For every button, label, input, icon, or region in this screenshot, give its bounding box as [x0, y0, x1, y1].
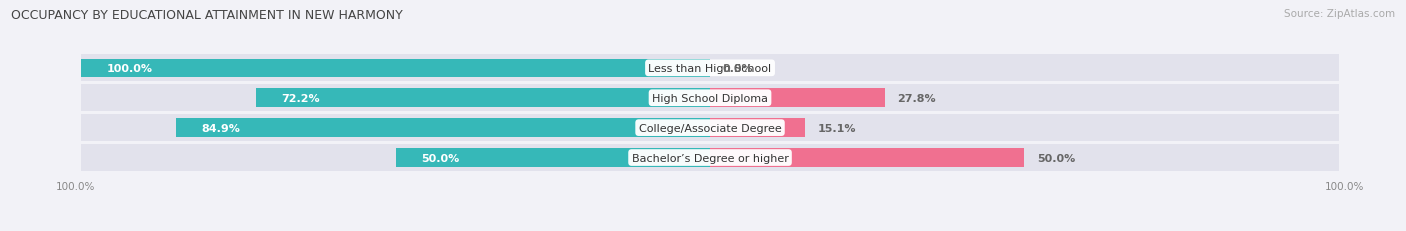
Text: 0.0%: 0.0%	[723, 64, 754, 73]
Text: 15.1%: 15.1%	[817, 123, 856, 133]
Bar	[710, 89, 884, 108]
Text: 50.0%: 50.0%	[1038, 153, 1076, 163]
Bar	[176, 119, 710, 137]
Bar	[710, 119, 806, 137]
Bar	[710, 149, 1025, 167]
Text: 72.2%: 72.2%	[281, 93, 321, 103]
Text: 100.0%: 100.0%	[107, 64, 152, 73]
Bar	[82, 55, 1339, 82]
Text: 27.8%: 27.8%	[897, 93, 936, 103]
Text: 50.0%: 50.0%	[420, 153, 460, 163]
Text: 100.0%: 100.0%	[1324, 181, 1364, 191]
Bar	[395, 149, 710, 167]
Bar	[82, 144, 1339, 171]
Text: College/Associate Degree: College/Associate Degree	[638, 123, 782, 133]
Text: 100.0%: 100.0%	[56, 181, 96, 191]
Text: OCCUPANCY BY EDUCATIONAL ATTAINMENT IN NEW HARMONY: OCCUPANCY BY EDUCATIONAL ATTAINMENT IN N…	[11, 9, 404, 22]
Bar	[82, 115, 1339, 141]
Bar	[256, 89, 710, 108]
Bar	[82, 85, 1339, 112]
Text: Bachelor’s Degree or higher: Bachelor’s Degree or higher	[631, 153, 789, 163]
Bar	[82, 59, 710, 78]
Text: 84.9%: 84.9%	[201, 123, 240, 133]
Text: High School Diploma: High School Diploma	[652, 93, 768, 103]
Text: Less than High School: Less than High School	[648, 64, 772, 73]
Text: Source: ZipAtlas.com: Source: ZipAtlas.com	[1284, 9, 1395, 19]
